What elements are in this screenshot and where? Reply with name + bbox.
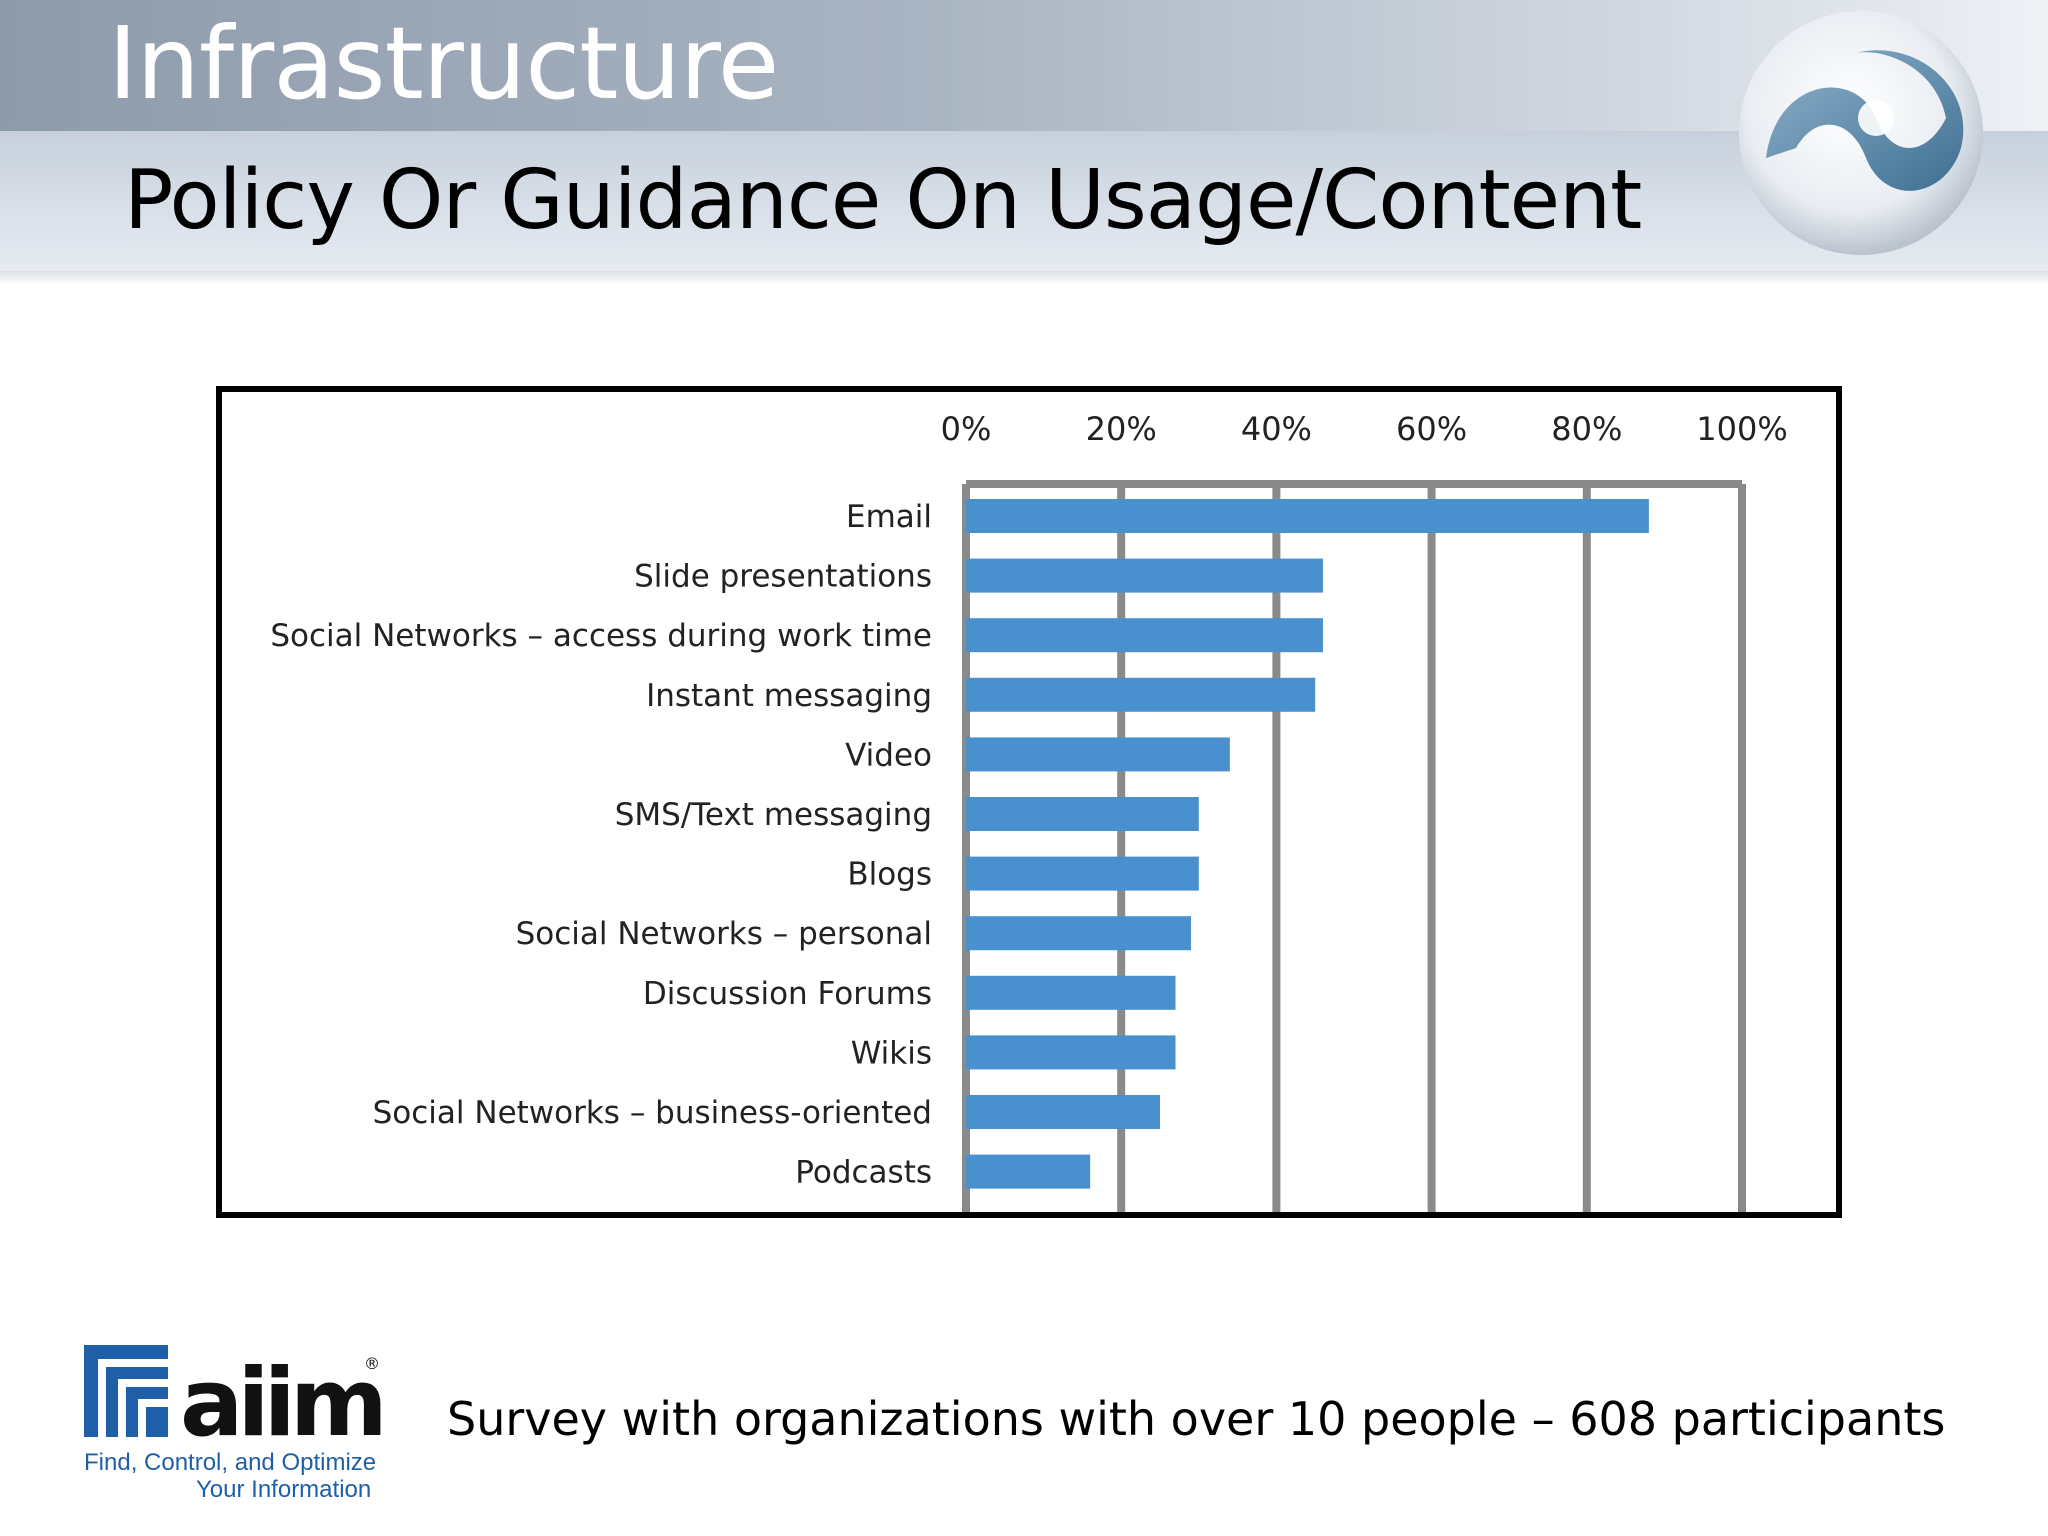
category-label: Email xyxy=(846,499,932,535)
horizontal-bar-chart: 0% 20% 40% 60% 80% 100% Email Slide presentatio… xyxy=(270,410,1788,1212)
chart-frame: 0% 20% 40% 60% 80% 100% Email Slide presentatio… xyxy=(216,386,1842,1218)
globe-swirl-icon xyxy=(1739,11,1983,255)
x-tick-label: 0% xyxy=(941,410,992,448)
category-label: Discussion Forums xyxy=(643,976,932,1012)
bar xyxy=(966,737,1230,772)
logo-tagline-1: Find, Control, and Optimize xyxy=(84,1449,376,1476)
header-band xyxy=(0,0,2048,131)
category-label: Social Networks – business-oriented xyxy=(373,1095,932,1131)
category-label: Podcasts xyxy=(795,1155,932,1191)
logo-tagline-2: Your Information xyxy=(196,1476,371,1503)
category-label: Slide presentations xyxy=(634,559,932,595)
slide-title: Infrastructure xyxy=(108,5,779,122)
category-label: Video xyxy=(845,737,932,773)
x-tick-label: 60% xyxy=(1396,410,1467,448)
bar xyxy=(966,677,1316,712)
bar xyxy=(966,499,1649,533)
x-tick-label: 20% xyxy=(1086,410,1157,448)
subtitle-band xyxy=(0,131,2048,271)
category-label: Social Networks – access during work tim… xyxy=(270,618,932,654)
bar xyxy=(966,1095,1160,1129)
bar xyxy=(966,797,1199,831)
category-label: Instant messaging xyxy=(646,678,932,714)
x-tick-label: 80% xyxy=(1551,410,1622,448)
bar xyxy=(966,975,1176,1010)
aiim-logo: aiim ® Find, Control, and Optimize Your … xyxy=(84,1345,384,1503)
logo-registered: ® xyxy=(364,1354,380,1373)
bar xyxy=(966,618,1323,653)
bar xyxy=(966,1035,1176,1070)
bar xyxy=(966,558,1323,593)
survey-footnote: Survey with organizations with over 10 p… xyxy=(447,1392,1946,1446)
category-label: Wikis xyxy=(851,1035,932,1071)
category-label: Blogs xyxy=(847,857,932,893)
x-tick-label: 40% xyxy=(1241,410,1312,448)
bar xyxy=(966,856,1199,891)
x-tick-label: 100% xyxy=(1696,410,1787,448)
category-label: Social Networks – personal xyxy=(516,916,932,952)
category-label: SMS/Text messaging xyxy=(615,797,932,833)
bar xyxy=(966,916,1192,951)
bar xyxy=(966,1154,1091,1189)
slide-subtitle: Policy Or Guidance On Usage/Content xyxy=(124,153,1642,248)
header-shadow xyxy=(0,271,2048,285)
logo-brand: aiim xyxy=(180,1349,382,1458)
